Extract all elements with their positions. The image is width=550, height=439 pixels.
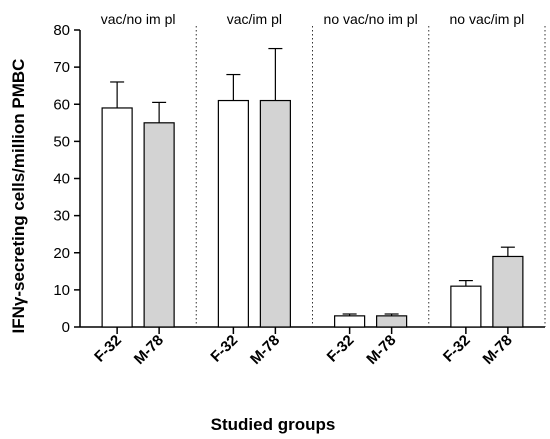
bar xyxy=(259,99,291,328)
y-tick-label: 0 xyxy=(62,319,70,336)
group-label: vac/im pl xyxy=(227,11,282,27)
category-label: M-78 xyxy=(131,332,167,368)
y-tick-label: 50 xyxy=(53,133,70,150)
bar xyxy=(334,315,366,328)
bar xyxy=(217,99,249,328)
category-label: F-32 xyxy=(440,332,474,366)
y-tick-label: 60 xyxy=(53,96,70,113)
bar xyxy=(492,255,524,328)
group-label: no vac/no im pl xyxy=(324,11,418,27)
y-tick-label: 40 xyxy=(53,171,70,188)
group-label: no vac/im pl xyxy=(450,11,525,27)
bar xyxy=(376,315,408,328)
bar xyxy=(143,122,175,328)
bar xyxy=(101,107,133,328)
category-label: F-32 xyxy=(207,332,241,366)
x-axis-title: Studied groups xyxy=(211,415,336,434)
y-tick-label: 80 xyxy=(53,22,70,39)
group-label: vac/no im pl xyxy=(101,11,176,27)
category-label: F-32 xyxy=(91,332,125,366)
y-axis-title: IFNγ-secreting cells/million PMBC xyxy=(9,59,28,334)
y-tick-label: 20 xyxy=(53,245,70,262)
category-label: F-32 xyxy=(324,332,358,366)
category-label: M-78 xyxy=(363,332,399,368)
y-tick-label: 10 xyxy=(53,282,70,299)
category-label: M-78 xyxy=(480,332,516,368)
category-label: M-78 xyxy=(247,332,283,368)
y-tick-label: 30 xyxy=(53,208,70,225)
bar xyxy=(450,285,482,328)
y-tick-label: 70 xyxy=(53,59,70,76)
